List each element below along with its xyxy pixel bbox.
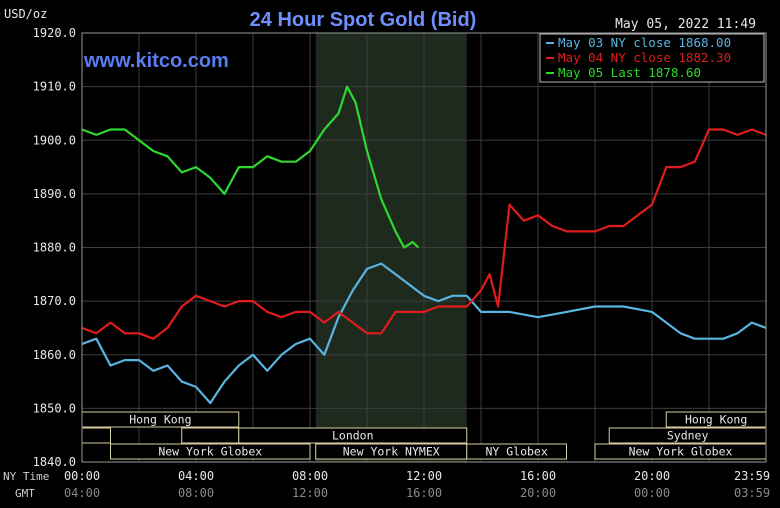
series-line bbox=[81, 128, 767, 340]
watermark: www.kitco.com bbox=[83, 50, 229, 72]
x-tick-label-gmt: 16:00 bbox=[406, 486, 442, 500]
x-tick-label-gmt: 20:00 bbox=[520, 486, 556, 500]
y-tick-labels: 1920.0 1910.0 1900.0 1890.0 1880.0 1870.0 1860… bbox=[33, 26, 76, 469]
session-label: Hong Kong bbox=[129, 413, 191, 427]
legend-entry: May 05 Last 1878.60 bbox=[558, 65, 701, 80]
y-tick-label: 1910.0 bbox=[33, 80, 76, 94]
x-tick-label-gmt: 03:59 bbox=[734, 486, 770, 500]
session-label: New York Globex bbox=[158, 445, 262, 459]
series-line bbox=[81, 262, 767, 405]
y-tick-label: 1840.0 bbox=[33, 455, 76, 469]
session-label: Hong Kong bbox=[685, 413, 747, 427]
x-tick-labels: 00:00 04:00 04:00 08:00 08:00 12:00 12:00 16:00… bbox=[64, 469, 770, 500]
series-line bbox=[81, 85, 420, 249]
ny-time-label: NY Time bbox=[3, 470, 49, 483]
legend-box bbox=[539, 33, 765, 83]
y-tick-label: 1890.0 bbox=[33, 187, 76, 201]
x-tick-label-ny: 20:00 bbox=[634, 469, 670, 483]
x-tick-label-ny: 23:59 bbox=[734, 469, 770, 483]
y-tick-label: 1870.0 bbox=[33, 294, 76, 308]
session-label: New York NYMEX bbox=[343, 445, 440, 459]
series-lines bbox=[81, 85, 767, 405]
legend-entry: May 04 NY close 1882.30 bbox=[558, 50, 731, 65]
x-tick-label-ny: 08:00 bbox=[292, 469, 328, 483]
plot-frame bbox=[81, 32, 767, 463]
chart-title: 24 Hour Spot Gold (Bid) bbox=[250, 9, 477, 31]
session-bar bbox=[110, 443, 311, 460]
chart-timestamp: May 05, 2022 11:49 bbox=[615, 17, 756, 32]
session-label: Sydney bbox=[667, 429, 709, 443]
y-tick-label: 1900.0 bbox=[33, 133, 76, 147]
x-tick-label-gmt: 00:00 bbox=[634, 486, 670, 500]
grid bbox=[82, 33, 766, 462]
session-label: NY Globex bbox=[485, 445, 547, 459]
y-tick-label: 1880.0 bbox=[33, 241, 76, 255]
session-bar bbox=[238, 427, 468, 444]
x-tick-label-ny: 00:00 bbox=[64, 469, 100, 483]
session-bar bbox=[81, 427, 111, 444]
session-bar bbox=[181, 427, 240, 444]
y-tick-label: 1850.0 bbox=[33, 401, 76, 415]
x-tick-label-gmt: 12:00 bbox=[292, 486, 328, 500]
x-tick-label-ny: 04:00 bbox=[178, 469, 214, 483]
unit-label: USD/oz bbox=[4, 7, 47, 21]
session-label: New York Globex bbox=[629, 445, 733, 459]
y-tick-label: 1860.0 bbox=[33, 348, 76, 362]
gmt-label: GMT bbox=[15, 487, 35, 500]
x-tick-label-gmt: 04:00 bbox=[64, 486, 100, 500]
y-tick-label: 1920.0 bbox=[33, 26, 76, 40]
session-bar bbox=[466, 443, 567, 460]
legend-entry: May 03 NY close 1868.00 bbox=[558, 35, 731, 50]
session-label: London bbox=[332, 429, 374, 443]
x-tick-label-gmt: 08:00 bbox=[178, 486, 214, 500]
x-tick-label-ny: 12:00 bbox=[406, 469, 442, 483]
x-tick-label-ny: 16:00 bbox=[520, 469, 556, 483]
